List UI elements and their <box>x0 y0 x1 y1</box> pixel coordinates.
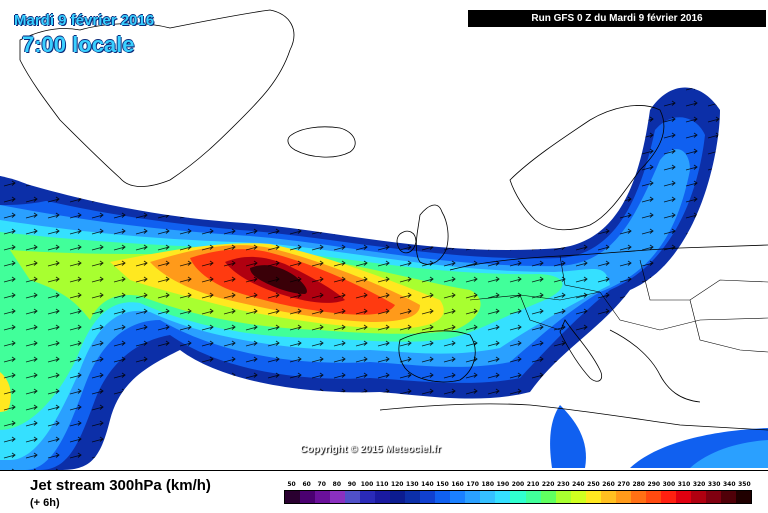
scale-swatch <box>375 491 391 503</box>
scale-tick-label: 120 <box>390 481 404 488</box>
scale-swatch <box>600 491 616 503</box>
scale-tick-label: 100 <box>360 481 374 488</box>
scale-tick-label: 300 <box>662 481 676 488</box>
jet-band-mediterranean <box>550 405 586 468</box>
scale-tick-label: 200 <box>511 481 525 488</box>
color-scale-labels: 50 60 70 80 90 100 110 120 130 140 150 160 170 180 190… <box>284 481 752 488</box>
scale-swatch <box>570 491 586 503</box>
scale-tick-label: 310 <box>677 481 691 488</box>
scale-swatch <box>300 491 316 503</box>
jet-band-east-inner <box>690 440 768 468</box>
scale-swatch <box>285 491 301 503</box>
scale-tick-label: 280 <box>632 481 645 488</box>
scale-tick-label: 350 <box>738 481 751 488</box>
scale-tick-label: 160 <box>451 481 464 488</box>
scale-swatch <box>360 491 376 503</box>
scale-swatch <box>510 491 526 503</box>
scale-swatch <box>525 491 541 503</box>
balkans-coast <box>609 329 701 403</box>
scale-swatch <box>330 491 346 503</box>
scale-tick-label: 320 <box>692 481 706 488</box>
scale-tick-label: 90 <box>347 481 357 488</box>
scale-tick-label: 190 <box>496 481 510 488</box>
scale-swatch <box>315 491 331 503</box>
scale-swatch <box>690 491 706 503</box>
ireland-coast <box>396 230 417 254</box>
jet-stream-field <box>0 87 768 470</box>
scale-tick-label: 220 <box>541 481 555 488</box>
scale-tick-label: 80 <box>332 481 341 488</box>
scale-swatch <box>720 491 736 503</box>
scale-swatch <box>405 491 421 503</box>
scale-swatch <box>420 491 436 503</box>
country-borders <box>469 255 768 353</box>
iceland-coast <box>287 126 356 158</box>
forecast-time: 7:00 locale <box>22 32 135 57</box>
color-scale-bar <box>284 490 752 504</box>
scandinavia-coast <box>509 105 665 231</box>
scale-tick-label: 240 <box>572 481 585 488</box>
legend-footer: Jet stream 300hPa (km/h) (+ 6h) 50 60 70 80… <box>0 470 768 513</box>
greenland-coast <box>19 9 295 187</box>
scale-swatch <box>435 491 451 503</box>
forecast-date: Mardi 9 février 2016 <box>14 12 155 29</box>
scale-tick-label: 60 <box>302 481 311 488</box>
scale-swatch <box>345 491 361 503</box>
scale-tick-label: 230 <box>556 481 570 488</box>
scale-tick-label: 150 <box>436 481 449 488</box>
scale-swatch <box>495 491 511 503</box>
scale-swatch <box>660 491 676 503</box>
model-run-label: Run GFS 0 Z du Mardi 9 février 2016 <box>468 10 766 27</box>
scale-tick-label: 50 <box>287 481 296 488</box>
scale-swatch <box>675 491 691 503</box>
scale-tick-label: 290 <box>647 481 661 488</box>
wind-arrows <box>0 87 720 470</box>
chart-title: Jet stream 300hPa (km/h) <box>30 477 211 494</box>
color-scale: 50 60 70 80 90 100 110 120 130 140 150 160 170 180 190… <box>284 481 752 509</box>
scale-swatch <box>555 491 571 503</box>
scale-tick-label: 110 <box>375 481 389 488</box>
scale-swatch <box>585 491 601 503</box>
scale-tick-label: 250 <box>587 481 600 488</box>
scale-tick-label: 210 <box>526 481 540 488</box>
scale-swatch <box>735 491 751 503</box>
scale-swatch <box>465 491 481 503</box>
scale-tick-label: 70 <box>317 481 326 488</box>
scale-swatch <box>540 491 556 503</box>
scale-tick-label: 170 <box>466 481 479 488</box>
scale-tick-label: 130 <box>406 481 419 488</box>
scale-tick-label: 270 <box>617 481 630 488</box>
jet-stream-map <box>0 9 768 470</box>
scale-tick-label: 140 <box>421 481 434 488</box>
north-africa-coast <box>379 403 768 431</box>
coastlines <box>19 9 768 431</box>
scale-tick-label: 180 <box>481 481 495 488</box>
scale-swatch <box>615 491 631 503</box>
scale-swatch <box>645 491 661 503</box>
scale-tick-label: 260 <box>602 481 615 488</box>
scale-swatch <box>480 491 496 503</box>
scale-tick-label: 330 <box>707 481 721 488</box>
scale-swatch <box>450 491 466 503</box>
scale-swatch <box>390 491 406 503</box>
forecast-offset: (+ 6h) <box>30 497 60 509</box>
scale-swatch <box>705 491 721 503</box>
scale-swatch <box>630 491 646 503</box>
scale-tick-label: 340 <box>723 481 736 488</box>
iberia-coast <box>398 330 476 383</box>
copyright-label: Copyright © 2015 Meteociel.fr <box>300 444 441 455</box>
italy-coast <box>559 319 603 382</box>
britain-coast <box>415 204 449 265</box>
